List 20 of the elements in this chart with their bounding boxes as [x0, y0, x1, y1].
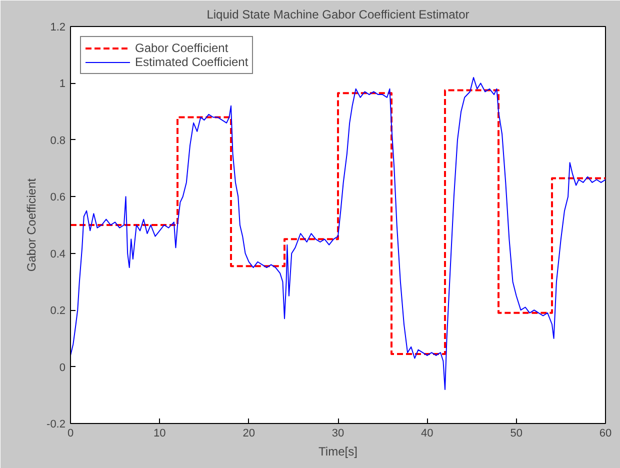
y-tick-label: 1 [59, 78, 66, 90]
y-tick-label: 0 [59, 362, 66, 374]
y-tick-label: 0.4 [50, 248, 66, 260]
y-axis-title: Gabor Coefficient [24, 178, 39, 272]
x-axis-title: Time[s] [318, 444, 358, 458]
x-tick-label: 10 [154, 428, 166, 440]
x-tick-label: 50 [510, 428, 522, 440]
y-tick-label: 1.2 [50, 22, 66, 34]
y-tick-label: -0.2 [46, 418, 66, 430]
x-tick-label: 60 [599, 428, 612, 440]
x-tick-label: 40 [421, 428, 434, 440]
y-tick-label: 0.6 [50, 192, 66, 204]
y-tick-label: 0.2 [50, 305, 66, 318]
x-tick-label: 0 [67, 428, 74, 440]
legend-label: Gabor Coefficient [135, 41, 228, 55]
chart-title: Liquid State Machine Gabor Coefficient Estimator [206, 8, 470, 22]
legend-label: Estimated Coefficient [135, 55, 248, 69]
x-tick-label: 30 [332, 428, 344, 440]
y-tick-label: 0.8 [50, 134, 66, 147]
x-tick-label: 20 [242, 428, 255, 440]
